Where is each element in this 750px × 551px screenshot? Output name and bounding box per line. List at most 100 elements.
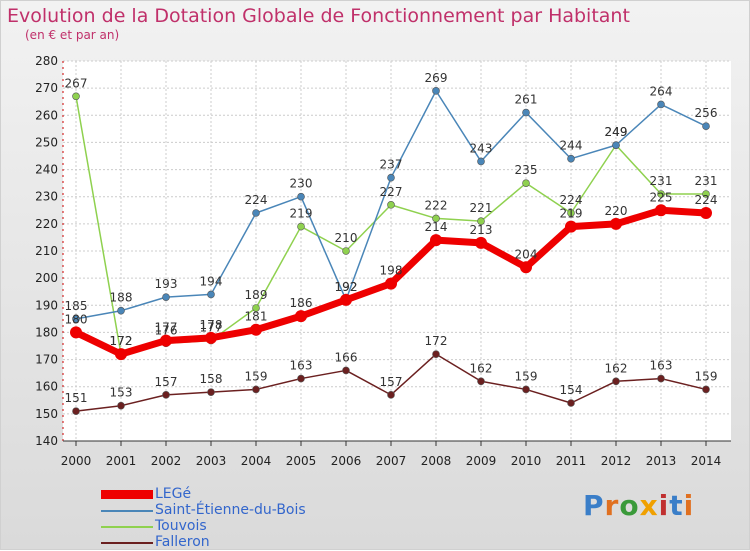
data-point-touvois xyxy=(297,222,305,231)
data-label-lege: 198 xyxy=(380,264,403,278)
data-point-lege xyxy=(250,323,262,336)
data-label-saint-etienne-du-bois: 224 xyxy=(245,193,268,207)
y-tick-label: 240 xyxy=(35,163,58,177)
x-tick-label: 2002 xyxy=(151,454,182,468)
data-point-saint-etienne-du-bois xyxy=(657,100,665,109)
data-label-falleron: 157 xyxy=(155,375,178,389)
legend-swatch-touvois xyxy=(101,526,153,528)
logo-letter: i xyxy=(683,489,695,522)
data-point-falleron xyxy=(612,377,620,386)
data-point-lege xyxy=(205,331,217,344)
legend-swatch-falleron xyxy=(101,542,153,544)
x-tick-label: 2014 xyxy=(691,454,722,468)
data-point-touvois xyxy=(387,201,395,209)
data-label-lege: 186 xyxy=(290,296,313,310)
data-point-lege xyxy=(565,220,577,233)
y-tick-label: 170 xyxy=(35,353,58,367)
legend-swatch-lege xyxy=(101,490,153,499)
x-tick-label: 2001 xyxy=(106,454,137,468)
data-point-touvois xyxy=(567,209,575,217)
data-label-falleron: 159 xyxy=(695,369,718,383)
data-point-falleron xyxy=(207,388,215,396)
x-tick-label: 2010 xyxy=(511,454,542,468)
data-point-saint-etienne-du-bois xyxy=(612,141,620,149)
data-point-lege xyxy=(610,217,622,230)
data-label-falleron: 163 xyxy=(290,359,313,373)
data-point-saint-etienne-du-bois xyxy=(297,192,305,201)
data-label-saint-etienne-du-bois: 269 xyxy=(425,71,448,85)
data-point-touvois xyxy=(252,304,260,312)
data-label-touvois: 221 xyxy=(470,201,493,215)
y-tick-label: 250 xyxy=(35,135,58,149)
y-tick-label: 210 xyxy=(35,244,58,258)
x-tick-label: 2008 xyxy=(421,454,452,468)
data-point-saint-etienne-du-bois xyxy=(387,173,395,182)
data-label-lege: 177 xyxy=(155,321,178,335)
data-label-falleron: 162 xyxy=(470,361,493,375)
data-label-lege: 213 xyxy=(470,223,493,237)
data-label-falleron: 166 xyxy=(335,350,358,364)
data-point-falleron xyxy=(72,407,80,415)
data-point-touvois xyxy=(342,247,350,255)
data-point-touvois xyxy=(432,214,440,223)
data-label-touvois: 189 xyxy=(245,288,268,302)
data-label-touvois: 224 xyxy=(560,193,583,207)
data-label-lege: 172 xyxy=(110,334,133,348)
data-point-falleron xyxy=(477,377,485,386)
y-tick-label: 140 xyxy=(35,434,58,448)
data-label-saint-etienne-du-bois: 261 xyxy=(515,93,538,107)
data-point-touvois xyxy=(657,190,665,198)
data-label-falleron: 153 xyxy=(110,386,133,400)
data-label-touvois: 210 xyxy=(335,231,358,245)
chart-subtitle: (en € et par an) xyxy=(25,28,120,42)
legend-label-touvois: Touvois xyxy=(155,518,207,534)
data-label-saint-etienne-du-bois: 256 xyxy=(695,106,718,120)
data-label-falleron: 151 xyxy=(65,391,88,405)
chart-title: Evolution de la Dotation Globale de Fonc… xyxy=(7,5,630,27)
x-tick-label: 2013 xyxy=(646,454,677,468)
data-point-touvois xyxy=(522,179,530,187)
data-label-lege: 224 xyxy=(695,193,718,207)
y-tick-label: 230 xyxy=(35,190,58,204)
data-label-touvois: 235 xyxy=(515,163,538,177)
data-label-touvois: 176 xyxy=(155,323,178,337)
data-label-touvois: 227 xyxy=(380,185,403,199)
data-label-lege: 220 xyxy=(605,204,628,218)
data-point-saint-etienne-du-bois xyxy=(207,290,215,299)
data-point-saint-etienne-du-bois xyxy=(567,154,575,163)
data-point-falleron xyxy=(387,391,395,399)
data-point-falleron xyxy=(657,374,665,383)
data-point-lege xyxy=(295,310,307,323)
legend-swatch-saint-etienne-du-bois xyxy=(101,510,153,512)
x-tick-label: 2004 xyxy=(241,454,272,468)
x-tick-label: 2009 xyxy=(466,454,497,468)
data-label-lege: 181 xyxy=(245,310,268,324)
data-label-lege: 178 xyxy=(200,318,223,332)
data-label-saint-etienne-du-bois: 192 xyxy=(335,280,358,294)
data-point-saint-etienne-du-bois xyxy=(522,108,530,117)
data-label-lege: 204 xyxy=(515,247,538,261)
y-tick-label: 260 xyxy=(35,108,58,122)
x-tick-label: 2005 xyxy=(286,454,317,468)
data-label-saint-etienne-du-bois: 185 xyxy=(65,299,88,313)
data-label-touvois: 231 xyxy=(650,174,673,188)
data-point-falleron xyxy=(117,401,125,410)
data-point-lege xyxy=(700,207,712,219)
data-point-saint-etienne-du-bois xyxy=(477,157,485,166)
x-tick-label: 2006 xyxy=(331,454,362,468)
data-label-saint-etienne-du-bois: 193 xyxy=(155,277,178,291)
data-label-saint-etienne-du-bois: 230 xyxy=(290,177,313,191)
data-label-saint-etienne-du-bois: 237 xyxy=(380,158,403,172)
data-label-saint-etienne-du-bois: 244 xyxy=(560,139,583,153)
data-point-falleron xyxy=(522,385,530,394)
x-tick-label: 2011 xyxy=(556,454,587,468)
data-point-falleron xyxy=(162,391,170,399)
data-label-touvois: 222 xyxy=(425,198,448,212)
data-label-touvois: 267 xyxy=(65,76,88,90)
data-label-lege: 180 xyxy=(65,312,88,326)
y-tick-label: 270 xyxy=(35,81,58,95)
data-point-saint-etienne-du-bois xyxy=(162,293,170,301)
x-tick-label: 2012 xyxy=(601,454,632,468)
data-label-falleron: 159 xyxy=(515,369,538,383)
data-point-saint-etienne-du-bois xyxy=(252,209,260,217)
